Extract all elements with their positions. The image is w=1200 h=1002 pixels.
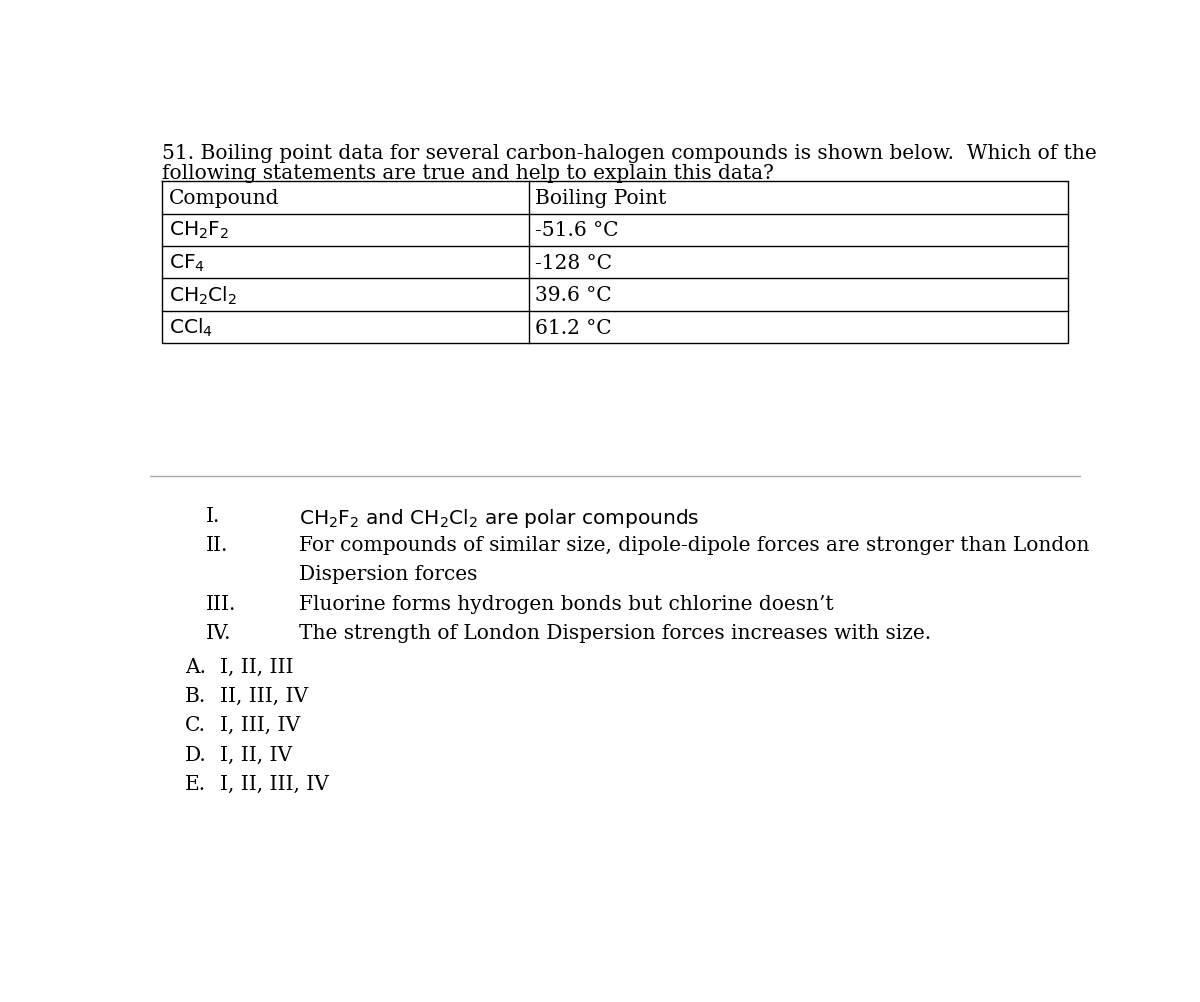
Text: II.: II. [206, 535, 228, 554]
Text: Boiling Point: Boiling Point [535, 188, 667, 207]
Text: Compound: Compound [168, 188, 280, 207]
Text: $\mathregular{CH_2F_2}$ and $\mathregular{CH_2Cl_2}$ are polar compounds: $\mathregular{CH_2F_2}$ and $\mathregula… [299, 506, 700, 529]
Text: For compounds of similar size, dipole-dipole forces are stronger than London: For compounds of similar size, dipole-di… [299, 535, 1090, 554]
Text: -51.6 °C: -51.6 °C [535, 221, 619, 240]
Text: I, II, IV: I, II, IV [220, 744, 292, 764]
Text: $\mathregular{CCl_4}$: $\mathregular{CCl_4}$ [168, 317, 212, 339]
Text: I, II, III: I, II, III [220, 657, 293, 676]
Text: following statements are true and help to explain this data?: following statements are true and help t… [162, 163, 774, 182]
Text: C.: C. [185, 715, 206, 734]
Text: 39.6 °C: 39.6 °C [535, 286, 612, 305]
Text: D.: D. [185, 744, 208, 764]
Text: Dispersion forces: Dispersion forces [299, 565, 478, 583]
Text: The strength of London Dispersion forces increases with size.: The strength of London Dispersion forces… [299, 623, 931, 642]
Text: $\mathregular{CH_2F_2}$: $\mathregular{CH_2F_2}$ [168, 219, 229, 241]
Text: II, III, IV: II, III, IV [220, 686, 308, 705]
Text: IV.: IV. [206, 623, 232, 642]
Text: B.: B. [185, 686, 206, 705]
Text: A.: A. [185, 657, 206, 676]
Text: I.: I. [206, 506, 220, 525]
Text: I, III, IV: I, III, IV [220, 715, 300, 734]
Text: 51. Boiling point data for several carbon-halogen compounds is shown below.  Whi: 51. Boiling point data for several carbo… [162, 144, 1097, 163]
Text: $\mathregular{CH_2Cl_2}$: $\mathregular{CH_2Cl_2}$ [168, 285, 236, 307]
Text: I, II, III, IV: I, II, III, IV [220, 775, 329, 794]
Text: III.: III. [206, 594, 236, 613]
Text: E.: E. [185, 775, 206, 794]
Text: 61.2 °C: 61.2 °C [535, 319, 612, 338]
Text: -128 °C: -128 °C [535, 254, 612, 273]
Text: Fluorine forms hydrogen bonds but chlorine doesn’t: Fluorine forms hydrogen bonds but chlori… [299, 594, 834, 613]
Text: $\mathregular{CF_4}$: $\mathregular{CF_4}$ [168, 253, 205, 274]
